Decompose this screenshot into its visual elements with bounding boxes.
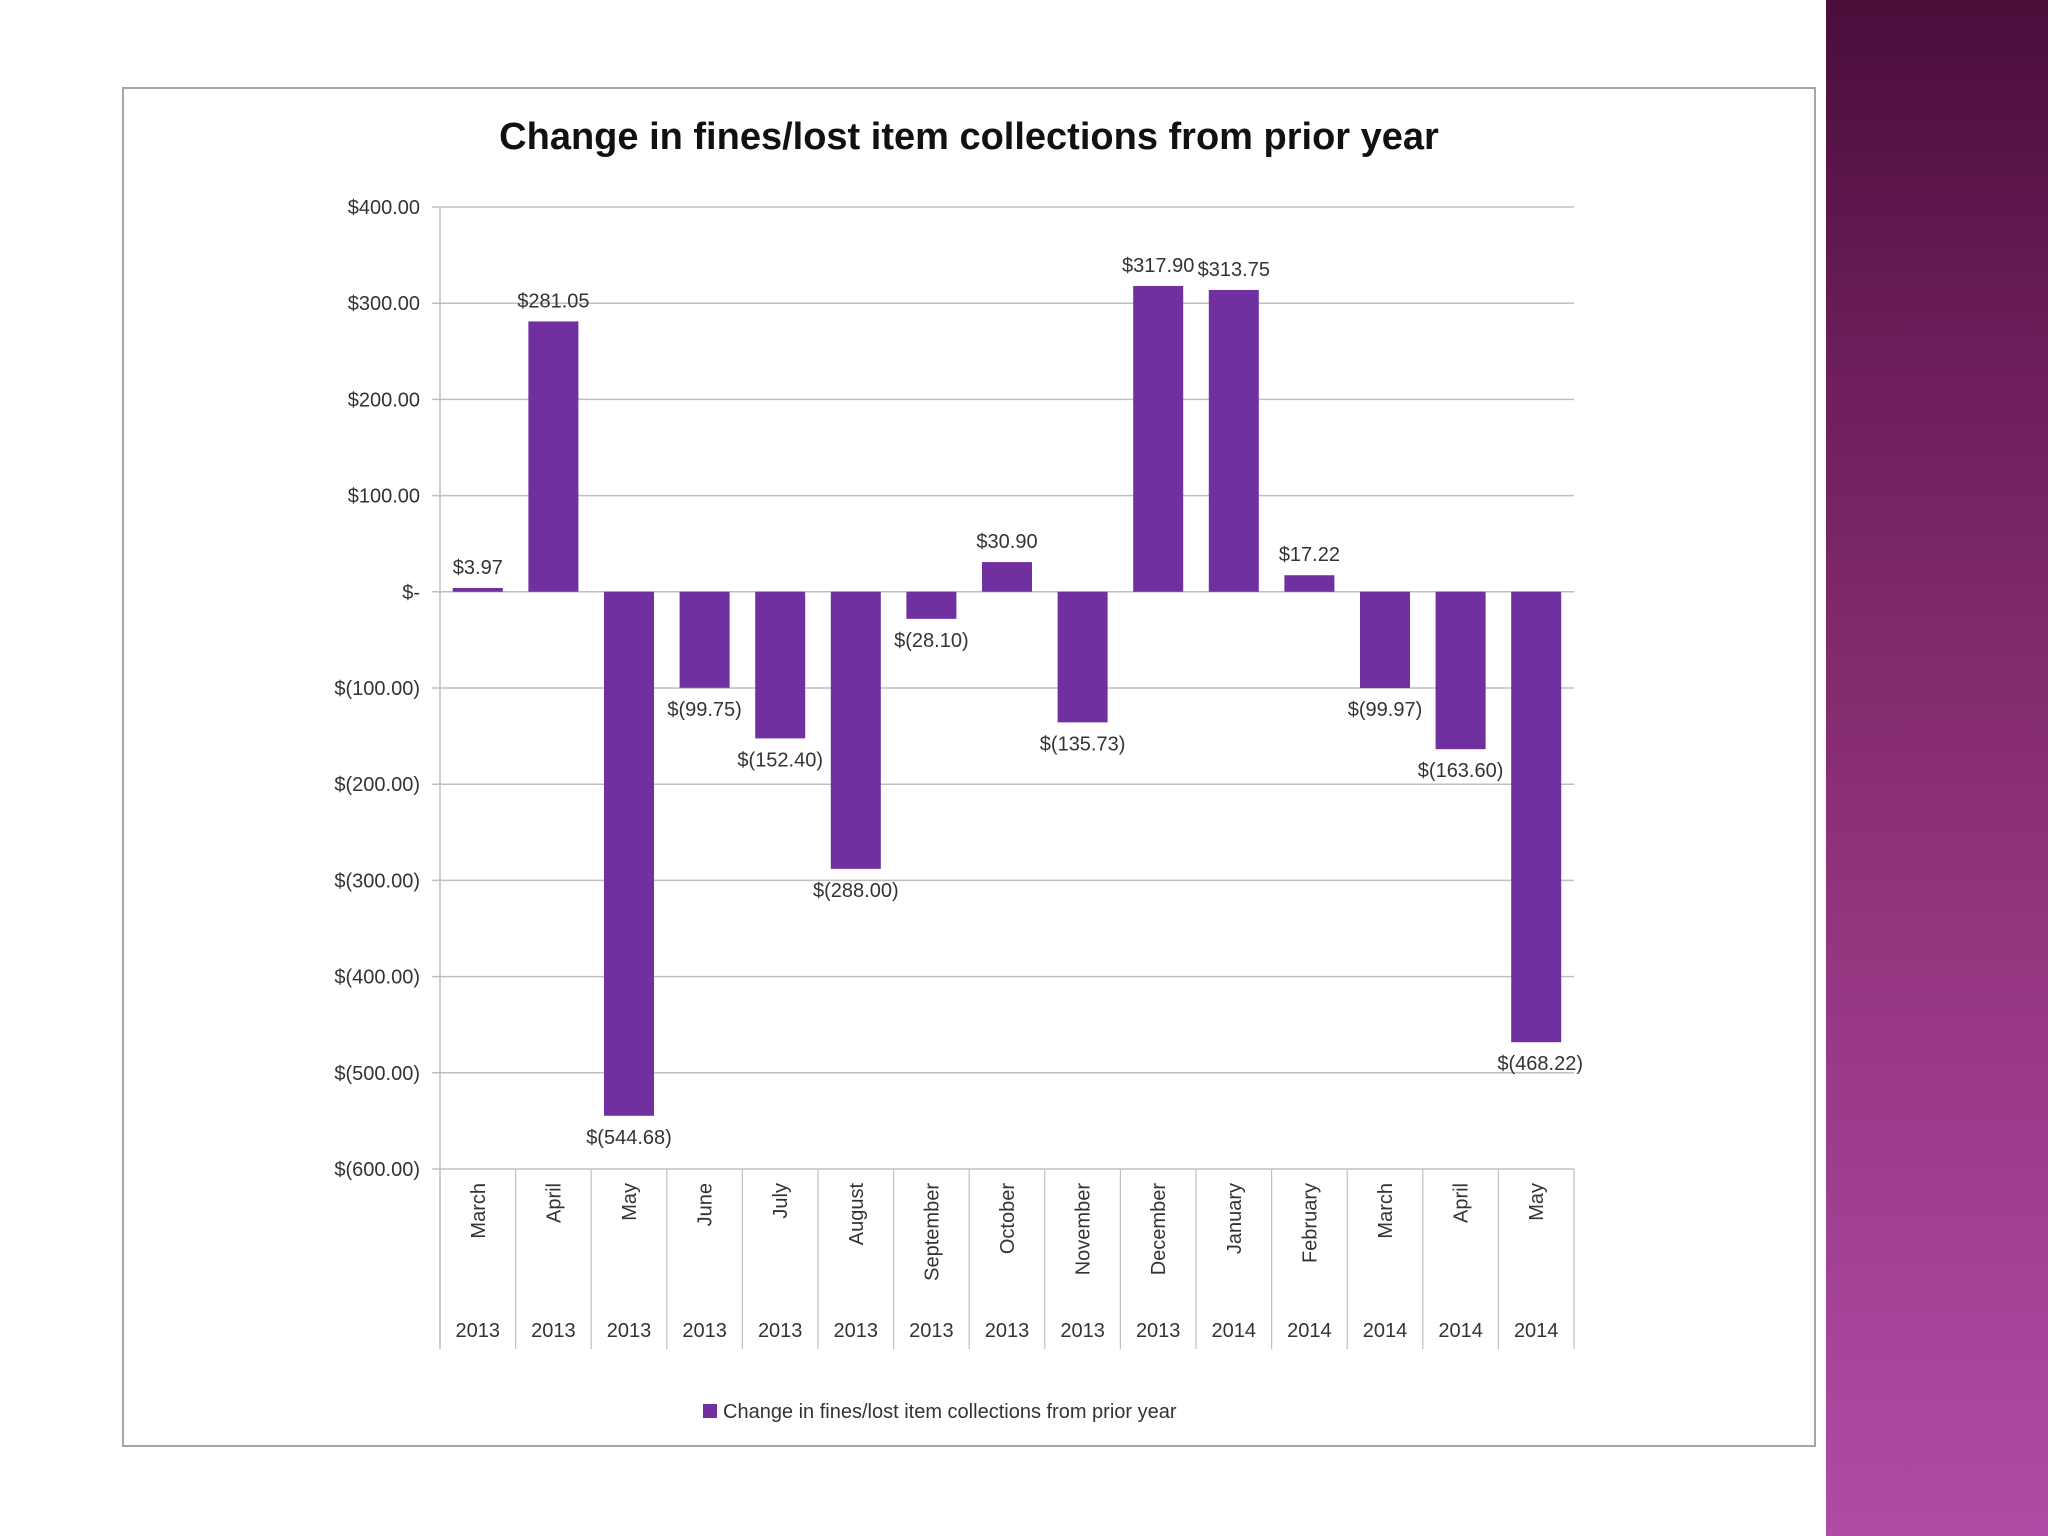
y-tick-label: $(200.00) (334, 774, 420, 796)
chart-frame: Change in fines/lost item collections fr… (122, 87, 1816, 1447)
bar (755, 591, 806, 739)
category-year-label: 2013 (909, 1320, 954, 1342)
category-month-label: April (1451, 1183, 1473, 1223)
bar (1208, 289, 1259, 592)
bar (528, 321, 579, 592)
y-tick-label: $(500.00) (334, 1063, 420, 1085)
data-label: $317.90 (1122, 255, 1194, 277)
category-year-label: 2013 (531, 1320, 576, 1342)
bar (1360, 591, 1410, 688)
data-labels: $3.97 $281.05 $(544.68) $(99.75) $(152.40) $(… (453, 255, 1583, 1149)
category-month-label: May (1526, 1183, 1548, 1221)
y-tick-label: $- (402, 582, 420, 604)
data-label: $(468.22) (1497, 1053, 1583, 1075)
category-month-label: December (1148, 1183, 1170, 1276)
bar (1284, 575, 1335, 592)
category-month-label: January (1224, 1183, 1246, 1254)
bar (1133, 285, 1184, 592)
category-year-label: 2013 (682, 1320, 727, 1342)
axes: $400.00 $300.00 $200.00 $100.00 $- $(100.00) $… (334, 197, 1574, 1349)
category-year-label: 2014 (1363, 1320, 1408, 1342)
legend-swatch (703, 1404, 717, 1418)
category-year-label: 2013 (1136, 1320, 1181, 1342)
data-label: $281.05 (517, 290, 589, 312)
category-year-label: 2014 (1212, 1320, 1257, 1342)
y-tick-label: $(100.00) (334, 678, 420, 700)
bar (1511, 591, 1562, 1043)
y-tick-label: $(300.00) (334, 870, 420, 892)
category-month-label: September (921, 1183, 943, 1281)
y-tick-label: $100.00 (348, 486, 420, 508)
category-month-label: October (997, 1183, 1019, 1254)
y-tick-label: $200.00 (348, 389, 420, 411)
y-tick-label: $(400.00) (334, 967, 420, 989)
bar (1435, 591, 1486, 750)
data-label: $(163.60) (1418, 760, 1504, 782)
category-year-label: 2013 (758, 1320, 803, 1342)
data-label: $3.97 (453, 557, 503, 579)
data-label: $313.75 (1198, 259, 1270, 281)
data-label: $17.22 (1279, 544, 1340, 566)
category-axis: March 2013 April 2013 May 2013 June 2013 July 201… (439, 1169, 1575, 1349)
data-label: $(135.73) (1040, 733, 1126, 755)
category-month-label: June (695, 1183, 717, 1226)
bar (604, 591, 654, 1116)
category-month-label: July (770, 1183, 792, 1219)
slide-accent-bar (1826, 0, 2048, 1536)
category-year-label: 2013 (607, 1320, 652, 1342)
category-month-label: March (468, 1183, 490, 1239)
gridlines (432, 206, 1574, 1170)
category-year-label: 2013 (985, 1320, 1030, 1342)
category-year-label: 2013 (1060, 1320, 1105, 1342)
category-year-label: 2014 (1438, 1320, 1483, 1342)
data-label: $(99.97) (1348, 699, 1423, 721)
chart-title: Change in fines/lost item collections fr… (499, 116, 1439, 158)
y-tick-label: $400.00 (348, 197, 420, 219)
data-label: $(544.68) (586, 1127, 672, 1149)
bar (982, 562, 1032, 592)
category-month-label: May (619, 1183, 641, 1221)
bar (906, 591, 957, 619)
category-month-label: March (1375, 1183, 1397, 1239)
y-tick-label: $(600.00) (334, 1159, 420, 1181)
data-label: $(99.75) (667, 699, 742, 721)
category-year-label: 2014 (1287, 1320, 1332, 1342)
data-label: $(28.10) (894, 630, 969, 652)
category-year-label: 2013 (456, 1320, 501, 1342)
bar (452, 587, 503, 592)
data-label: $(152.40) (737, 749, 823, 771)
category-year-label: 2014 (1514, 1320, 1559, 1342)
legend-label: Change in fines/lost item collections fr… (723, 1401, 1177, 1423)
category-month-label: November (1073, 1183, 1095, 1276)
bar (830, 591, 881, 869)
bar-chart: Change in fines/lost item collections fr… (334, 116, 1583, 1423)
bars (452, 285, 1562, 1116)
category-month-label: April (543, 1183, 565, 1223)
legend: Change in fines/lost item collections fr… (703, 1401, 1177, 1423)
data-label: $(288.00) (813, 880, 899, 902)
bar (1057, 591, 1108, 723)
category-year-label: 2013 (834, 1320, 879, 1342)
y-tick-label: $300.00 (348, 293, 420, 315)
category-month-label: February (1299, 1183, 1321, 1263)
bar (679, 591, 730, 688)
category-month-label: August (846, 1183, 868, 1246)
data-label: $30.90 (976, 531, 1037, 553)
